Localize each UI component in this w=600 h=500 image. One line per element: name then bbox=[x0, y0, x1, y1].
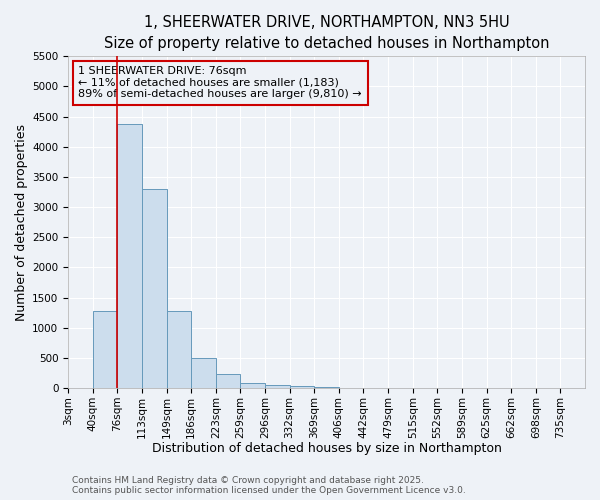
Bar bbox=[191, 358, 216, 388]
Title: 1, SHEERWATER DRIVE, NORTHAMPTON, NN3 5HU
Size of property relative to detached : 1, SHEERWATER DRIVE, NORTHAMPTON, NN3 5H… bbox=[104, 15, 550, 51]
Bar bbox=[93, 311, 118, 388]
Text: Contains HM Land Registry data © Crown copyright and database right 2025.
Contai: Contains HM Land Registry data © Crown c… bbox=[72, 476, 466, 495]
Bar bbox=[142, 189, 167, 388]
Text: 1 SHEERWATER DRIVE: 76sqm
← 11% of detached houses are smaller (1,183)
89% of se: 1 SHEERWATER DRIVE: 76sqm ← 11% of detac… bbox=[79, 66, 362, 100]
Bar bbox=[265, 385, 290, 388]
Bar bbox=[290, 386, 314, 388]
Y-axis label: Number of detached properties: Number of detached properties bbox=[15, 124, 28, 320]
Bar bbox=[118, 124, 142, 388]
X-axis label: Distribution of detached houses by size in Northampton: Distribution of detached houses by size … bbox=[152, 442, 502, 455]
Bar bbox=[167, 311, 191, 388]
Bar bbox=[241, 382, 265, 388]
Bar bbox=[216, 374, 241, 388]
